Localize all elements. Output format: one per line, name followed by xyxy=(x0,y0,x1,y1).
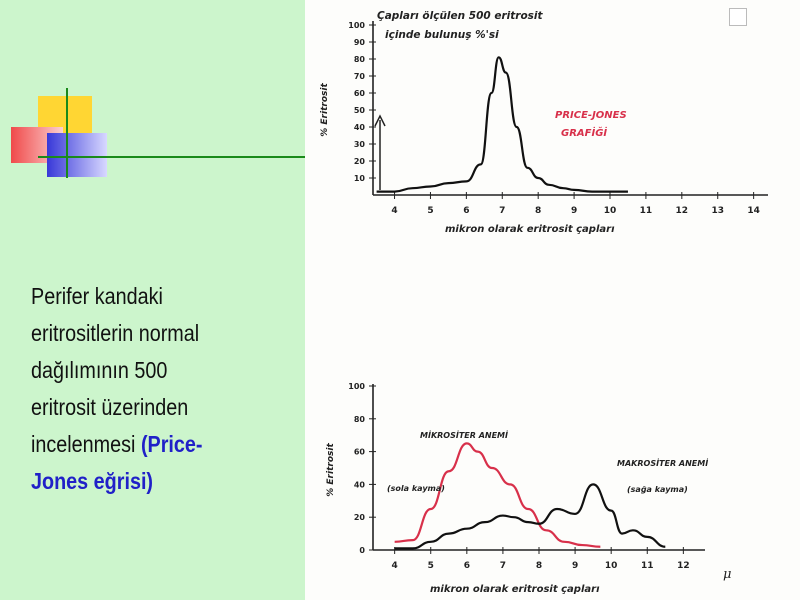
slide-body-text: Perifer kandaki eritrositlerin normal da… xyxy=(31,278,229,500)
x-tick-label: 5 xyxy=(427,206,433,216)
annotation-sub-1: (sola kayma) xyxy=(387,484,445,493)
y-axis-label: % Eritrosit xyxy=(326,443,336,497)
y-tick-label: 100 xyxy=(348,382,365,391)
deco-horizontal-line xyxy=(38,156,306,158)
x-tick-label: 4 xyxy=(392,561,398,571)
y-tick-label: 60 xyxy=(354,89,366,98)
x-tick-label: 13 xyxy=(711,206,724,216)
x-tick-label: 14 xyxy=(747,206,760,216)
y-tick-label: 100 xyxy=(348,21,365,30)
x-tick-label: 9 xyxy=(571,206,577,216)
annotation-sub-2: (sağa kayma) xyxy=(627,485,688,494)
annotation-title-1: MİKROSİTER ANEMİ xyxy=(420,430,508,440)
y-tick-label: 20 xyxy=(354,157,366,166)
y-axis-label: % Eritrosit xyxy=(320,83,330,137)
x-tick-label: 7 xyxy=(500,561,506,571)
x-axis-label: mikron olarak eritrosit çapları xyxy=(445,224,615,235)
y-tick-label: 80 xyxy=(354,55,366,64)
y-tick-label: 80 xyxy=(354,415,366,424)
y-tick-label: 90 xyxy=(354,38,366,47)
annotation-title-2: MAKROSİTER ANEMİ xyxy=(617,458,708,468)
y-tick-label: 10 xyxy=(354,174,366,183)
x-tick-label: 5 xyxy=(428,561,434,571)
scanned-figure: 10 20 30 40 50 60 70 80 90 100 4 5 6 7 8 9 10 11 12 13 14 mik… xyxy=(305,0,800,600)
chart-title-line-2: içinde bulunuş %'si xyxy=(385,29,499,41)
x-tick-label: 11 xyxy=(641,561,654,571)
x-tick-label: 6 xyxy=(464,561,470,571)
x-tick-label: 4 xyxy=(391,206,397,216)
corner-mark xyxy=(729,8,747,26)
unit-label: μ xyxy=(723,567,731,582)
y-tick-label: 40 xyxy=(354,123,366,132)
x-tick-label: 10 xyxy=(604,206,617,216)
deco-blue-square xyxy=(47,133,107,177)
body-highlight: (Price-Jones eğrisi) xyxy=(31,431,203,494)
slide-left-panel: Perifer kandaki eritrositlerin normal da… xyxy=(0,0,306,600)
x-tick-label: 8 xyxy=(536,561,542,571)
y-tick-label: 70 xyxy=(354,72,366,81)
series-line-2 xyxy=(394,483,666,550)
y-tick-label: 50 xyxy=(354,106,366,115)
x-tick-label: 12 xyxy=(677,561,690,571)
annotation-line-1: PRICE-JONES xyxy=(555,110,627,121)
body-text: Perifer kandaki eritrositlerin normal da… xyxy=(31,283,200,457)
x-tick-label: 9 xyxy=(572,561,578,571)
y-tick-label: 0 xyxy=(359,546,365,555)
x-tick-label: 8 xyxy=(535,206,541,216)
chart-title-line-1: Çapları ölçülen 500 eritrosit xyxy=(377,10,544,22)
x-tick-label: 7 xyxy=(499,206,505,216)
arrow-head xyxy=(374,114,386,127)
x-tick-label: 11 xyxy=(640,206,653,216)
x-axis-label: mikron olarak eritrosit çapları xyxy=(430,584,600,595)
y-tick-label: 30 xyxy=(354,140,366,149)
x-tick-label: 12 xyxy=(676,206,689,216)
x-tick-label: 6 xyxy=(463,206,469,216)
x-tick-label: 10 xyxy=(605,561,618,571)
series-line-1 xyxy=(394,442,601,548)
y-tick-label: 40 xyxy=(354,480,366,489)
annotation-line-2: GRAFİĞİ xyxy=(561,125,607,139)
series-line-1 xyxy=(376,56,628,193)
y-tick-label: 60 xyxy=(354,448,366,457)
deco-vertical-line xyxy=(66,88,68,178)
y-tick-label: 20 xyxy=(354,513,366,522)
